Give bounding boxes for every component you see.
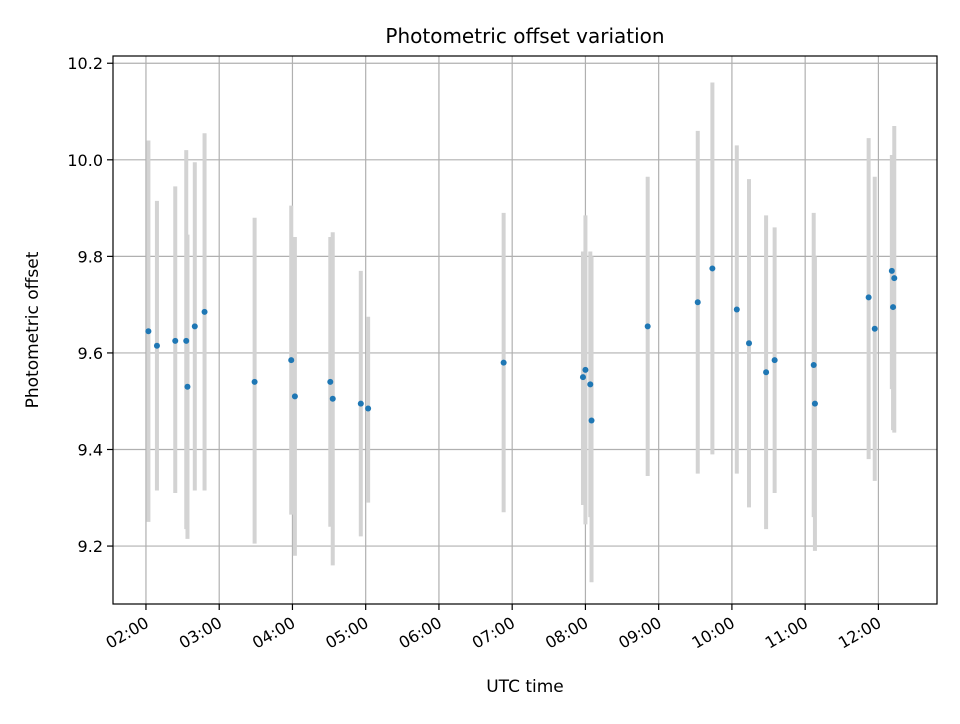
data-point bbox=[145, 328, 152, 335]
chart-title: Photometric offset variation bbox=[385, 24, 664, 48]
data-point bbox=[183, 337, 190, 344]
y-tick-label: 10.0 bbox=[67, 151, 103, 170]
grid bbox=[113, 56, 937, 604]
data-point bbox=[709, 265, 716, 272]
data-point bbox=[153, 342, 160, 349]
y-axis-label: Photometric offset bbox=[23, 251, 43, 408]
data-point bbox=[587, 381, 594, 388]
data-point bbox=[365, 405, 372, 412]
y-tick-label: 9.4 bbox=[78, 440, 103, 459]
data-point bbox=[871, 325, 878, 332]
y-tick-label: 9.6 bbox=[78, 344, 103, 363]
data-point bbox=[891, 275, 898, 282]
y-axis: 9.2 9.4 9.6 9.8 10.0 10.2 bbox=[67, 54, 113, 556]
data-point bbox=[888, 267, 895, 274]
data-point bbox=[733, 306, 740, 313]
data-point bbox=[694, 299, 701, 306]
data-point bbox=[865, 294, 872, 301]
y-tick-label: 9.2 bbox=[78, 537, 103, 556]
data-point bbox=[201, 308, 208, 315]
data-point bbox=[810, 362, 817, 369]
data-point bbox=[191, 323, 198, 330]
y-tick-label: 9.8 bbox=[78, 247, 103, 266]
data-point bbox=[327, 378, 334, 385]
data-point bbox=[329, 395, 336, 402]
data-points bbox=[145, 265, 898, 424]
data-point bbox=[500, 359, 507, 366]
data-point bbox=[251, 378, 258, 385]
data-point bbox=[582, 366, 589, 373]
data-point bbox=[771, 357, 778, 364]
data-point bbox=[172, 337, 179, 344]
data-point bbox=[184, 383, 191, 390]
plot-frame bbox=[112, 55, 938, 605]
data-point bbox=[579, 374, 586, 381]
data-point bbox=[291, 393, 298, 400]
data-point bbox=[644, 323, 651, 330]
data-point bbox=[588, 417, 595, 424]
data-point bbox=[763, 369, 770, 376]
y-tick-label: 10.2 bbox=[67, 54, 103, 73]
data-point bbox=[357, 400, 364, 407]
x-axis-label: UTC time bbox=[486, 677, 564, 697]
data-point bbox=[811, 400, 818, 407]
data-point bbox=[288, 357, 295, 364]
data-point bbox=[746, 340, 753, 347]
data-point bbox=[890, 304, 897, 311]
